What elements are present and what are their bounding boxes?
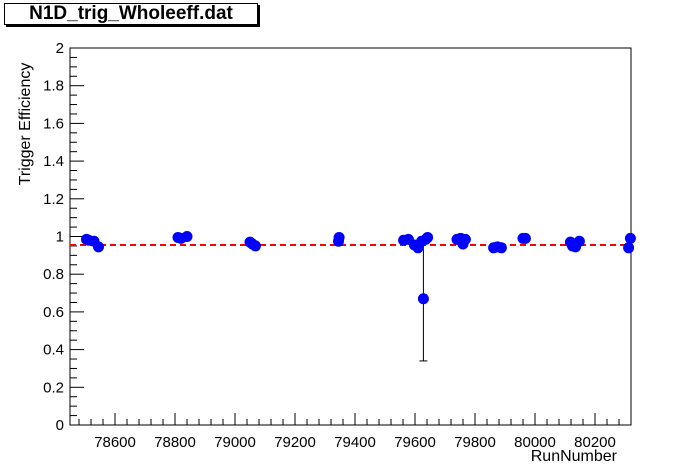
data-point [573, 235, 585, 247]
y-tick-label: 2 [56, 40, 64, 57]
y-tick-label: 0.8 [43, 266, 64, 283]
x-tick-label: 79200 [274, 434, 316, 451]
x-tick-label: 79400 [334, 434, 376, 451]
chart-title: N1D_trig_Wholeeff.dat [4, 3, 258, 25]
x-tick-label: 79000 [214, 434, 256, 451]
x-tick-label: 78800 [154, 434, 196, 451]
x-tick-label: 78600 [94, 434, 136, 451]
data-point [623, 242, 635, 254]
data-point [624, 232, 636, 244]
y-tick-label: 0.2 [43, 379, 64, 396]
y-tick-label: 1 [56, 229, 64, 246]
data-point [519, 232, 531, 244]
data-points [81, 231, 636, 305]
y-tick-label: 1.2 [43, 191, 64, 208]
data-point [495, 242, 507, 254]
tick-labels: 0 0.2 0.4 0.6 0.8 1 1.2 1.4 1.6 1.8 2 78600 78800 790… [43, 40, 616, 451]
y-tick-label: 1.6 [43, 115, 64, 132]
x-tick-label: 79600 [394, 434, 436, 451]
y-axis-title: Trigger Efficiency [17, 63, 34, 186]
x-tick-label: 79800 [454, 434, 496, 451]
y-tick-label: 0.6 [43, 304, 64, 321]
data-point [417, 293, 429, 305]
axis-ticks [70, 47, 632, 426]
data-point [333, 231, 345, 243]
x-axis-title: RunNumber [531, 448, 618, 465]
x-tick-label: 80000 [514, 434, 556, 451]
data-point [459, 233, 471, 245]
y-tick-label: 0 [56, 417, 64, 434]
data-point [249, 240, 261, 252]
y-tick-label: 1.8 [43, 78, 64, 95]
y-tick-label: 0.4 [43, 342, 64, 359]
y-tick-label: 1.4 [43, 153, 64, 170]
plot-frame [69, 47, 632, 426]
data-point [93, 241, 104, 253]
x-tick-label: 80200 [574, 434, 616, 451]
data-point [422, 231, 434, 243]
data-point [181, 231, 193, 242]
